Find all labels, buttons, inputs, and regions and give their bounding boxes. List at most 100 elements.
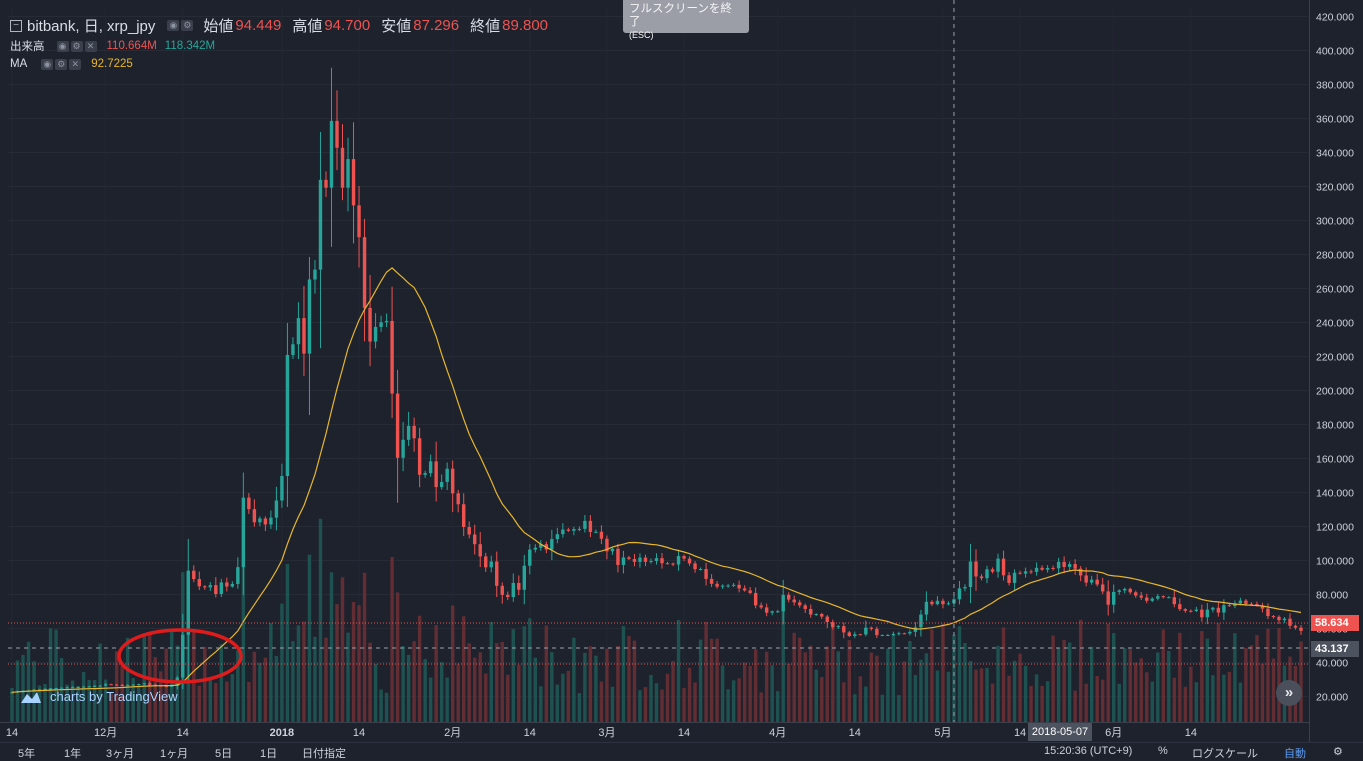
candle-body	[1238, 600, 1243, 604]
candle-body	[517, 582, 521, 590]
volume-bar	[1161, 629, 1165, 722]
volume-bar	[103, 679, 108, 722]
volume-bar	[1260, 663, 1265, 722]
candle-body	[219, 582, 224, 594]
candle-body	[1161, 596, 1165, 598]
volume-bar	[1051, 635, 1055, 722]
close-icon[interactable]: ✕	[69, 58, 82, 70]
candle-body	[1089, 579, 1094, 583]
date-range-button[interactable]: 日付指定	[302, 748, 346, 760]
candle-body	[98, 685, 102, 687]
candle-body	[522, 565, 527, 590]
candle-body	[583, 520, 587, 529]
volume-bar	[897, 695, 901, 722]
volume-bar	[952, 634, 956, 722]
auto-scale-toggle[interactable]: 自動	[1284, 748, 1306, 760]
volume-bar	[1277, 627, 1281, 722]
volume-bar	[368, 642, 372, 722]
candle-body	[946, 603, 951, 605]
close-label: 終値	[470, 18, 501, 35]
candle-body	[643, 557, 648, 562]
candle-body	[880, 634, 885, 636]
candle-body	[302, 318, 306, 354]
candle-body	[842, 626, 846, 633]
eye-icon[interactable]: ◉	[167, 20, 180, 31]
candle-body	[533, 547, 538, 550]
percent-toggle[interactable]: %	[1158, 745, 1168, 757]
settings-gear-icon[interactable]: ⚙	[1333, 746, 1343, 758]
gear-icon[interactable]: ⚙	[70, 40, 83, 52]
volume-bar	[296, 625, 301, 722]
volume-bar	[467, 643, 471, 722]
high-label: 高値	[292, 18, 323, 35]
candle-body	[1029, 571, 1033, 573]
log-scale-toggle[interactable]: ログスケール	[1192, 748, 1258, 760]
fullscreen-exit-label: フルスクリーンを終了	[629, 3, 732, 28]
volume-bar	[1249, 645, 1254, 722]
y-tick-label: 120.000	[1316, 522, 1354, 534]
range-1d-button[interactable]: 1日	[260, 748, 278, 760]
volume-bar	[1139, 658, 1143, 722]
legend-main: − bitbank, 日, xrp_jpy ◉ ⚙ 始値 94.449 高値 94.7…	[10, 15, 559, 36]
candle-body	[263, 518, 268, 525]
fullscreen-exit-tooltip[interactable]: フルスクリーンを終了 (ESC)	[623, 0, 749, 40]
candle-body	[996, 558, 1000, 572]
volume-bar	[252, 651, 257, 722]
volume-bar	[434, 625, 438, 722]
candle-body	[285, 354, 290, 477]
candle-body	[346, 159, 350, 188]
candle-body	[1001, 558, 1006, 576]
candle-body	[1277, 616, 1281, 621]
volume-value: 110.664M	[106, 40, 157, 52]
volume-bar	[720, 665, 725, 722]
volume-bar	[594, 655, 598, 722]
volume-bar	[1112, 633, 1116, 722]
candle-body	[550, 539, 554, 550]
candle-body	[1034, 567, 1039, 572]
candle-body	[252, 509, 257, 523]
eye-icon[interactable]: ◉	[41, 58, 54, 70]
gear-icon[interactable]: ⚙	[181, 20, 194, 31]
volume-bar	[550, 652, 554, 722]
volume-bar	[864, 686, 868, 722]
volume-bar	[43, 684, 47, 722]
candle-body	[142, 683, 146, 685]
candle-body	[847, 632, 852, 636]
range-3m-button[interactable]: 3ヶ月	[106, 748, 135, 760]
volume-bar	[974, 669, 978, 722]
candle-body	[1073, 564, 1077, 569]
candle-body	[665, 563, 670, 565]
volume-bar	[996, 645, 1000, 722]
candle-body	[1282, 618, 1287, 621]
candle-body	[484, 556, 488, 568]
volume-bar	[340, 577, 345, 722]
range-5d-button[interactable]: 5日	[215, 748, 233, 760]
eye-icon[interactable]: ◉	[56, 40, 69, 52]
fullscreen-exit-hint: (ESC)	[629, 30, 654, 40]
range-1m-button[interactable]: 1ヶ月	[160, 748, 189, 760]
volume-bar	[125, 637, 130, 722]
candle-body	[1194, 609, 1199, 611]
range-5y-button[interactable]: 5年	[18, 748, 36, 760]
volume-bar	[65, 684, 69, 722]
gear-icon[interactable]: ⚙	[55, 58, 68, 70]
scroll-to-latest-button[interactable]: »	[1276, 680, 1302, 706]
candle-body	[809, 608, 813, 615]
candle-body	[1205, 609, 1210, 618]
candle-body	[120, 684, 124, 686]
candle-body	[1167, 597, 1171, 599]
close-icon[interactable]: ✕	[84, 40, 97, 52]
price-chart[interactable]: 20.00040.00060.00080.000100.000120.00014…	[0, 0, 1363, 742]
candle-body	[1183, 609, 1188, 611]
candle-body	[439, 481, 444, 488]
volume-bar	[153, 657, 157, 722]
collapse-icon[interactable]: −	[10, 19, 22, 32]
candle-body	[1145, 597, 1149, 601]
range-1y-button[interactable]: 1年	[64, 748, 82, 760]
candle-body	[423, 473, 427, 475]
candle-body	[814, 614, 818, 616]
volume-bar	[1167, 650, 1171, 722]
tradingview-watermark[interactable]: charts by TradingView	[20, 689, 178, 704]
candle-body	[500, 585, 504, 595]
candle-body	[1117, 590, 1121, 592]
